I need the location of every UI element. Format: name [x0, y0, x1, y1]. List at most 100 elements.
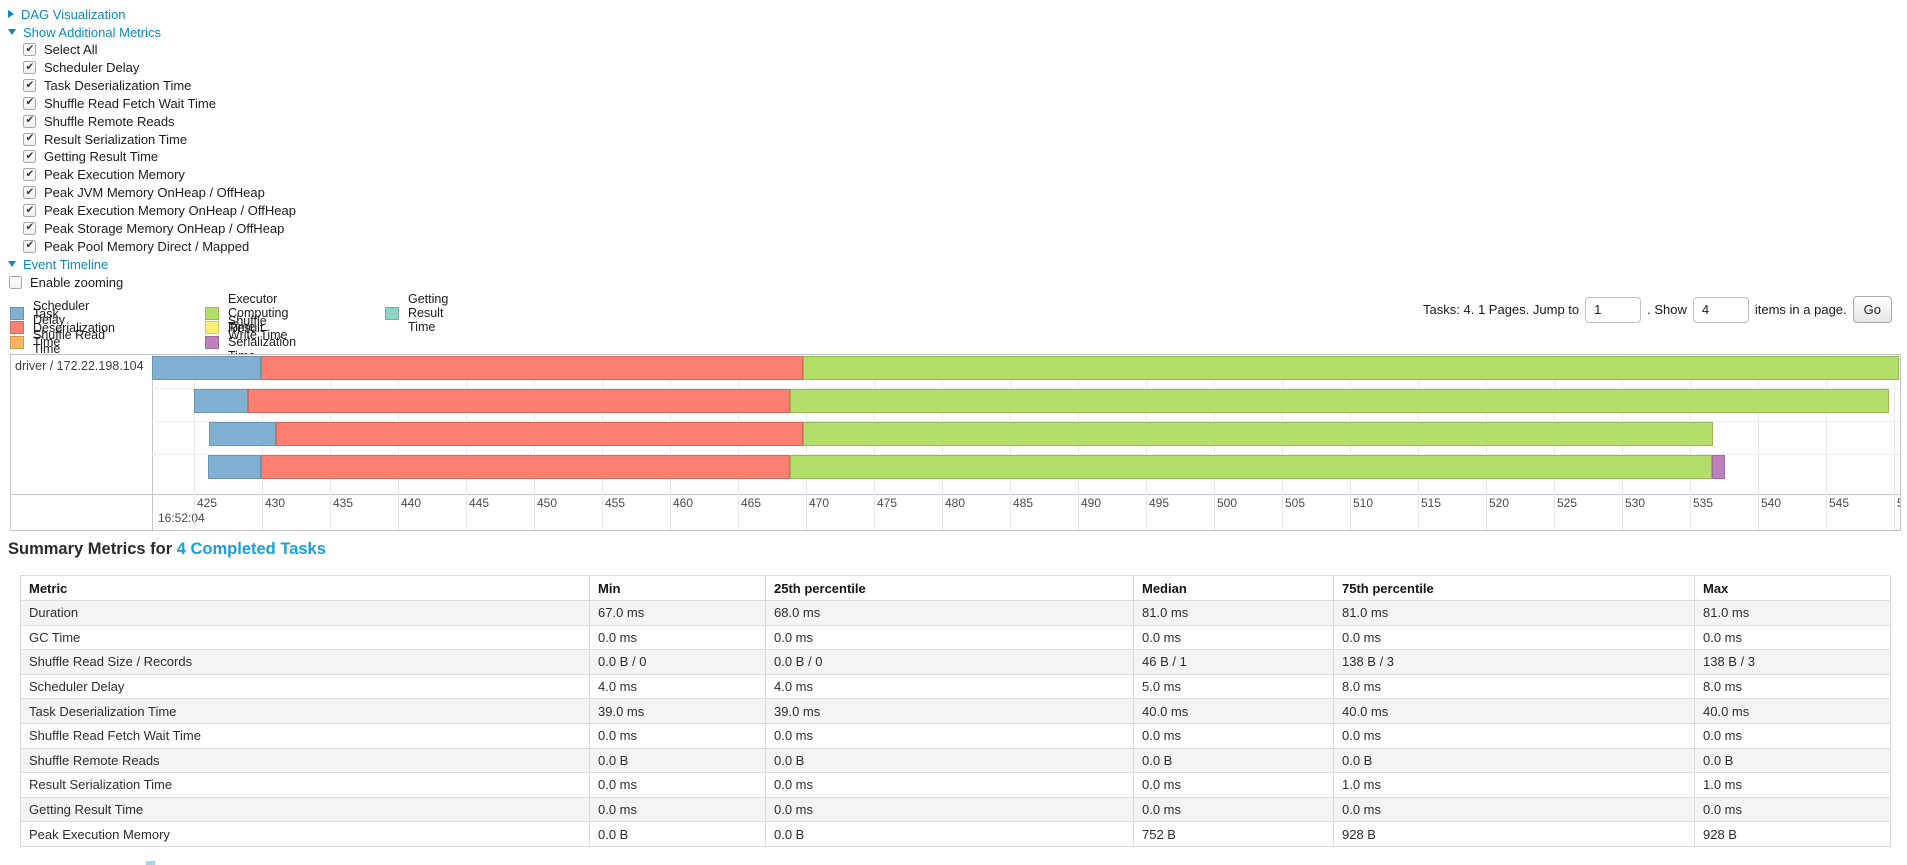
- metric-value-cell: 0.0 ms: [589, 772, 766, 798]
- time-tick-label: 540: [1761, 496, 1782, 510]
- metric-value-cell: 0.0 ms: [765, 772, 1134, 798]
- metric-checkbox-row: Peak Pool Memory Direct / Mapped: [8, 237, 296, 255]
- metric-value-cell: 0.0 ms: [1694, 796, 1891, 823]
- go-button[interactable]: Go: [1852, 296, 1892, 323]
- metric-checkbox[interactable]: [23, 150, 36, 164]
- metric-value-cell: 0.0 B: [1694, 747, 1891, 774]
- legend-label: Scheduler Delay: [33, 299, 90, 328]
- metric-value-cell: 0.0 B: [589, 821, 766, 847]
- show-additional-metrics-toggle[interactable]: Show Additional Metrics: [8, 23, 296, 41]
- executor-segment: [803, 421, 1714, 446]
- metric-checkbox-row: Peak Execution Memory: [8, 166, 296, 184]
- table-row: GC Time 0.0 ms 0.0 ms 0.0 ms 0.0 ms 0.0 ms: [20, 624, 1891, 651]
- metric-value-cell: 928 B: [1694, 821, 1891, 847]
- metric-checkbox-label: Result Serialization Time: [44, 131, 188, 147]
- metric-checkbox[interactable]: [23, 132, 36, 146]
- legend-label: Shuffle Read Time: [33, 328, 106, 357]
- time-gridline: [194, 355, 195, 530]
- serialization-segment: [1711, 454, 1726, 479]
- metric-value-cell: 0.0 B: [765, 747, 1134, 774]
- items-per-page-input[interactable]: [1692, 296, 1749, 323]
- metric-value-cell: 0.0 ms: [1133, 624, 1334, 651]
- table-row: Shuffle Read Size / Records 0.0 B / 0 0.0 …: [20, 649, 1891, 675]
- time-axis-line: [11, 494, 1900, 495]
- time-tick-label: 470: [809, 496, 830, 510]
- metric-checkbox[interactable]: [23, 96, 36, 110]
- show-additional-metrics-label: Show Additional Metrics: [23, 24, 162, 40]
- table-row: Peak Execution Memory 0.0 B 0.0 B 752 B 928 …: [20, 821, 1891, 847]
- time-tick-label: 520: [1489, 496, 1510, 510]
- executor-segment: [789, 454, 1712, 479]
- metric-value-cell: 0.0 ms: [1333, 796, 1695, 823]
- task-row-divider: [152, 421, 1900, 422]
- metric-value-cell: 0.0 ms: [589, 722, 766, 749]
- metric-value-cell: 0.0 B / 0: [589, 649, 766, 675]
- deserialization-segment: [260, 355, 804, 380]
- metric-checkbox[interactable]: [23, 221, 36, 235]
- summary-metrics-heading: Summary Metrics for 4 Completed Tasks: [8, 540, 326, 559]
- time-tick-label: 440: [401, 496, 422, 510]
- metric-checkbox[interactable]: [23, 168, 36, 182]
- event-timeline-chart: driver / 172.22.198.104 16:52:04 425 430 4…: [10, 354, 1901, 531]
- metric-value-cell: 0.0 ms: [1133, 722, 1334, 749]
- summary-metrics-table: Metric Min 25th percentile Median 75th perce…: [20, 575, 1891, 847]
- top-controls: DAG Visualization Show Additional Metric…: [8, 5, 296, 291]
- metric-checkbox[interactable]: [23, 43, 36, 57]
- metric-checkbox[interactable]: [23, 79, 36, 93]
- metric-value-cell: 0.0 ms: [1694, 624, 1891, 651]
- cut-off-content-sliver: [146, 861, 155, 865]
- metric-value-cell: 0.0 ms: [1333, 722, 1695, 749]
- expanded-arrow-icon: [8, 29, 16, 35]
- metric-checkbox-label: Peak Execution Memory OnHeap / OffHeap: [44, 203, 296, 219]
- time-gridline: [1758, 355, 1759, 530]
- event-timeline-label: Event Timeline: [23, 256, 109, 272]
- legend-label: Result Serialization Time: [228, 321, 297, 363]
- metric-checkbox-list: Select All Scheduler Delay Task Deserializ…: [8, 41, 296, 255]
- deserialization-segment: [248, 388, 790, 413]
- expanded-arrow-icon: [8, 261, 16, 268]
- metric-checkbox[interactable]: [23, 239, 36, 253]
- completed-tasks-link[interactable]: 4 Completed Tasks: [176, 540, 326, 558]
- metric-value-cell: 40.0 ms: [1694, 698, 1891, 724]
- metric-value-cell: 8.0 ms: [1694, 673, 1891, 700]
- metric-checkbox-row: Select All: [8, 41, 296, 59]
- metric-checkbox[interactable]: [23, 114, 36, 128]
- metric-checkbox[interactable]: [23, 61, 36, 75]
- metric-value-cell: 752 B: [1133, 821, 1334, 847]
- metric-checkbox[interactable]: [23, 204, 36, 218]
- time-tick-label: 445: [469, 496, 490, 510]
- metric-checkbox[interactable]: [23, 186, 36, 200]
- legend-item: Shuffle Read Time: [10, 328, 115, 356]
- event-timeline-toggle[interactable]: Event Timeline: [8, 255, 296, 273]
- metric-checkbox-label: Task Deserialization Time: [44, 78, 192, 94]
- metric-value-cell: 1.0 ms: [1333, 772, 1695, 798]
- metric-value-cell: 0.0 B / 0: [765, 649, 1134, 675]
- metric-value-cell: 4.0 ms: [765, 673, 1134, 700]
- items-in-page-text: items in a page.: [1754, 302, 1847, 317]
- table-header-cell: Median: [1133, 575, 1334, 601]
- legend-swatch-icon: [10, 306, 24, 320]
- metric-value-cell: 0.0 ms: [765, 722, 1134, 749]
- deserialization-segment: [260, 454, 790, 479]
- metric-value-cell: 8.0 ms: [1333, 673, 1695, 700]
- time-tick-label: 460: [673, 496, 694, 510]
- enable-zooming-checkbox[interactable]: [9, 275, 22, 289]
- metric-value-cell: 0.0 B: [589, 747, 766, 774]
- metric-checkbox-label: Shuffle Remote Reads: [44, 113, 175, 129]
- time-tick-label: 435: [333, 496, 354, 510]
- metric-value-cell: 0.0 B: [765, 821, 1134, 847]
- metric-value-cell: 40.0 ms: [1133, 698, 1334, 724]
- legend-swatch-icon: [385, 306, 399, 320]
- metric-name-cell: Shuffle Read Fetch Wait Time: [20, 722, 590, 749]
- dag-visualization-toggle[interactable]: DAG Visualization: [8, 5, 296, 23]
- metric-value-cell: 67.0 ms: [589, 600, 766, 626]
- table-row: Scheduler Delay 4.0 ms 4.0 ms 5.0 ms 8.0 ms 8…: [20, 673, 1891, 700]
- table-header-row: Metric Min 25th percentile Median 75th perce…: [20, 575, 1891, 601]
- table-row: Getting Result Time 0.0 ms 0.0 ms 0.0 ms 0.0…: [20, 796, 1891, 823]
- jump-to-page-input[interactable]: [1585, 296, 1642, 323]
- executor-segment: [803, 355, 1900, 380]
- legend-label: Getting Result Time: [408, 292, 449, 335]
- metric-value-cell: 0.0 ms: [1133, 796, 1334, 823]
- metric-checkbox-label: Shuffle Read Fetch Wait Time: [44, 95, 216, 111]
- deserialization-segment: [275, 421, 804, 446]
